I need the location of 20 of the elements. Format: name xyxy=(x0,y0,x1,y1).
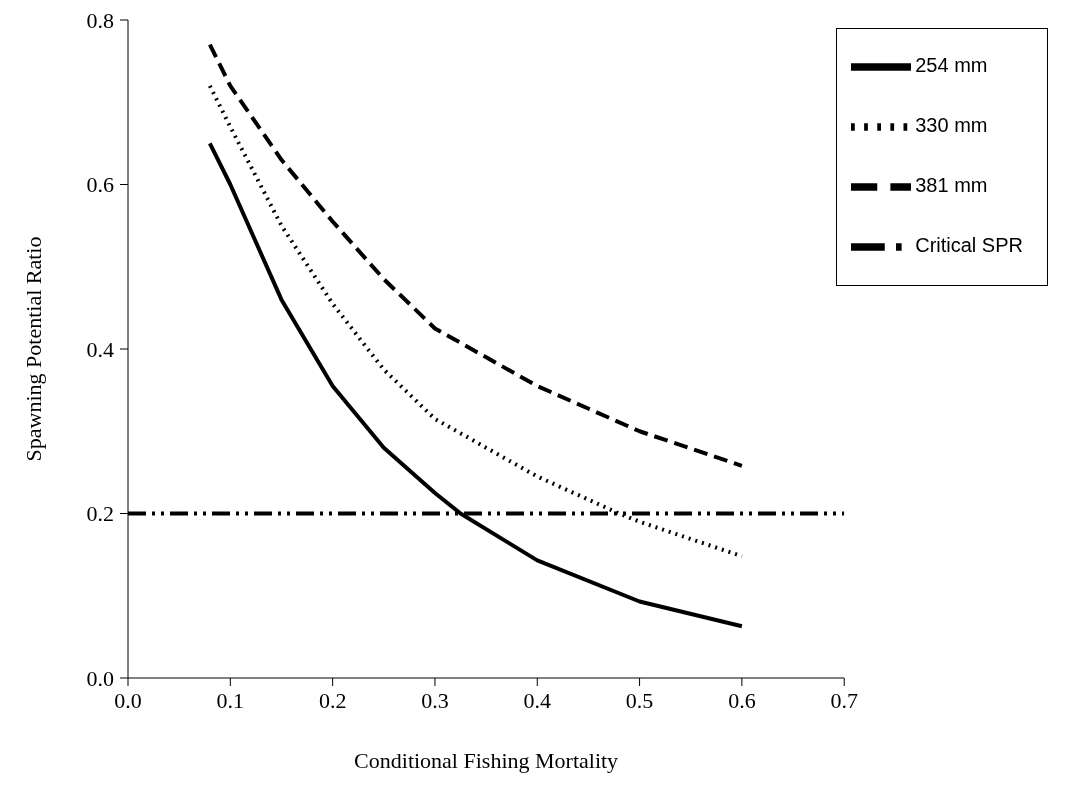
legend-label: Critical SPR xyxy=(915,234,1023,257)
y-axis-title: Spawning Potential Ratio xyxy=(20,236,46,462)
legend-label: 381 mm xyxy=(915,174,988,197)
y-tick-label: 0.0 xyxy=(86,665,114,691)
x-axis-title: Conditional Fishing Mortality xyxy=(354,748,619,773)
y-tick-label: 0.6 xyxy=(86,172,114,198)
x-tick-label: 0.4 xyxy=(523,687,552,713)
line-series xyxy=(207,42,744,468)
x-tick-label: 0.2 xyxy=(318,687,347,713)
x-tick-label: 0.1 xyxy=(216,687,245,713)
y-tick-label: 0.4 xyxy=(86,336,114,362)
x-tick-label: 0.0 xyxy=(114,687,142,713)
x-tick-label: 0.7 xyxy=(830,687,858,713)
x-tick-label: 0.5 xyxy=(625,687,654,713)
legend-label: 330 mm xyxy=(915,114,988,137)
x-tick-label: 0.6 xyxy=(728,687,756,713)
x-tick-label: 0.3 xyxy=(421,687,449,713)
y-tick-label: 0.8 xyxy=(86,7,114,33)
legend-label: 254 mm xyxy=(915,54,988,77)
y-tick-label: 0.2 xyxy=(86,501,114,527)
